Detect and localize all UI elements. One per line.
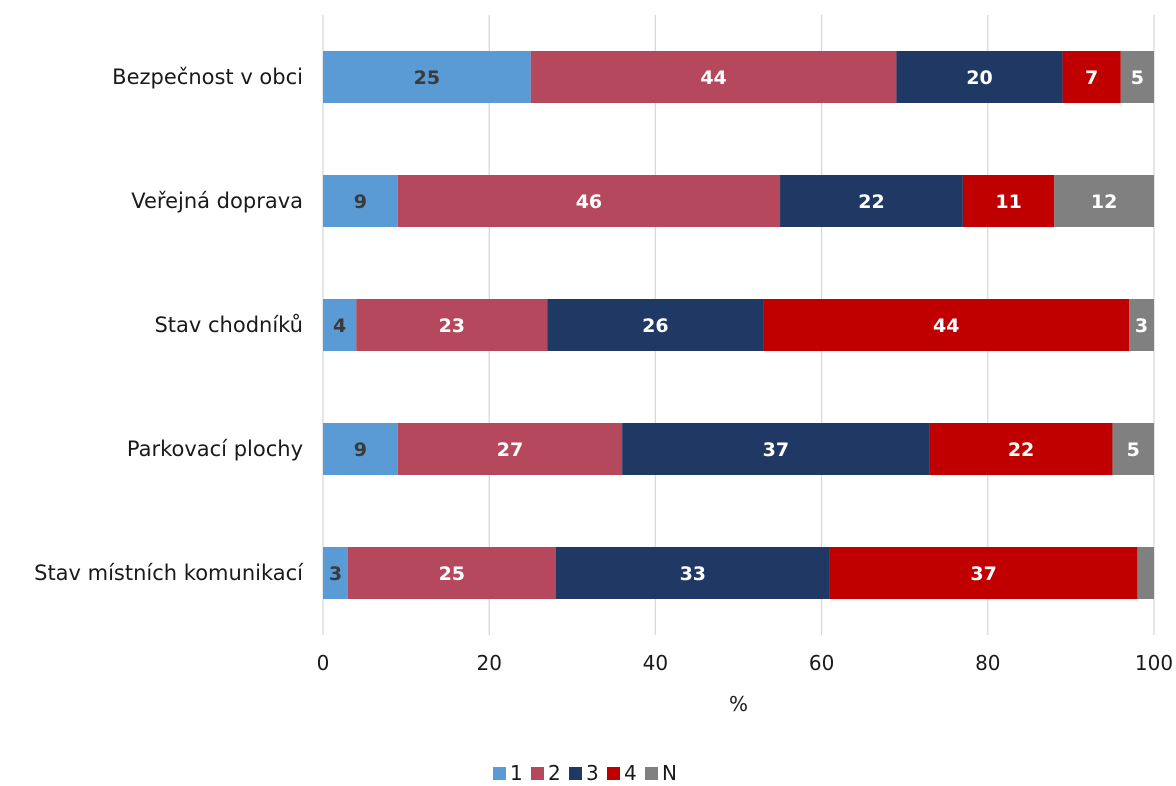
value-label: 25 — [414, 67, 440, 89]
legend-item-N: N — [645, 761, 677, 785]
value-label: 22 — [858, 191, 884, 213]
value-label: 20 — [966, 67, 992, 89]
legend-label: N — [662, 761, 677, 785]
x-tick-label: 40 — [643, 651, 668, 675]
bar-segment-3 — [547, 299, 764, 351]
value-label: 5 — [1127, 439, 1140, 461]
value-label: 9 — [354, 439, 367, 461]
category-label: Bezpečnost v obci — [112, 65, 303, 89]
bars: 25 44 20 7 5 9 46 22 11 12 4 23 26 44 3 9 27 37 22 5 3 25 33 37 — [323, 51, 1154, 599]
category-label: Stav chodníků — [154, 313, 303, 337]
bar-segment-2 — [397, 423, 623, 475]
bar-segment-2 — [356, 299, 548, 351]
legend-item-1: 1 — [493, 761, 523, 785]
legend-item-2: 2 — [531, 761, 561, 785]
legend-swatch — [493, 767, 506, 780]
legend: 1 2 3 4 N — [493, 761, 677, 785]
bar-segment-2 — [347, 547, 556, 599]
category-label: Parkovací plochy — [127, 437, 303, 461]
bar-segment-4 — [929, 423, 1113, 475]
value-label: 3 — [329, 563, 342, 585]
bar-segment-3 — [896, 51, 1063, 103]
x-tick-label: 0 — [317, 651, 330, 675]
x-tick-label: 80 — [975, 651, 1000, 675]
value-label: 27 — [497, 439, 523, 461]
value-label: 33 — [680, 563, 706, 585]
value-label: 12 — [1091, 191, 1117, 213]
bar-segment-4 — [1062, 51, 1121, 103]
legend-swatch — [607, 767, 620, 780]
value-label: 3 — [1135, 315, 1148, 337]
value-label: 23 — [439, 315, 465, 337]
bar-segment-N — [1137, 547, 1154, 599]
value-label: 22 — [1008, 439, 1034, 461]
legend-swatch — [645, 767, 658, 780]
category-label: Veřejná doprava — [131, 189, 303, 213]
value-label: 25 — [439, 563, 465, 585]
bar-segment-2 — [397, 175, 781, 227]
value-label: 5 — [1131, 67, 1144, 89]
bar-segment-1 — [323, 175, 398, 227]
value-label: 4 — [333, 315, 346, 337]
bar-segment-3 — [622, 423, 930, 475]
bar-segment-3 — [555, 547, 830, 599]
bar-segment-1 — [323, 51, 531, 103]
category-labels: Bezpečnost v obci Veřejná doprava Stav cho… — [34, 65, 304, 585]
legend-label: 1 — [510, 761, 523, 785]
legend-swatch — [531, 767, 544, 780]
value-label: 7 — [1085, 67, 1098, 89]
value-label: 37 — [763, 439, 789, 461]
x-tick-label: 20 — [476, 651, 501, 675]
bar-segment-N — [1120, 51, 1154, 103]
x-tick-label: 60 — [809, 651, 834, 675]
bar-segment-N — [1129, 299, 1154, 351]
bar-segment-2 — [530, 51, 897, 103]
x-axis-title: % — [729, 692, 748, 716]
legend-label: 2 — [548, 761, 561, 785]
bar-segment-3 — [780, 175, 963, 227]
bar-segment-N — [1112, 423, 1154, 475]
value-label: 11 — [995, 191, 1021, 213]
value-label: 37 — [970, 563, 996, 585]
legend-swatch — [569, 767, 582, 780]
bar-segment-1 — [323, 547, 348, 599]
legend-label: 3 — [586, 761, 599, 785]
x-tick-label: 100 — [1135, 651, 1173, 675]
value-label: 44 — [700, 67, 726, 89]
value-label: 44 — [933, 315, 959, 337]
value-label: 26 — [642, 315, 668, 337]
legend-item-3: 3 — [569, 761, 599, 785]
bar-segment-4 — [763, 299, 1130, 351]
legend-item-4: 4 — [607, 761, 637, 785]
x-tick-labels: 0 20 40 60 80 100 — [317, 651, 1173, 675]
bar-segment-4 — [829, 547, 1138, 599]
category-label: Stav místních komunikací — [34, 561, 304, 585]
bar-segment-4 — [962, 175, 1055, 227]
bar-segment-N — [1054, 175, 1154, 227]
bar-segment-1 — [323, 299, 357, 351]
bar-segment-1 — [323, 423, 398, 475]
value-label: 9 — [354, 191, 367, 213]
legend-label: 4 — [624, 761, 637, 785]
value-label: 46 — [576, 191, 602, 213]
